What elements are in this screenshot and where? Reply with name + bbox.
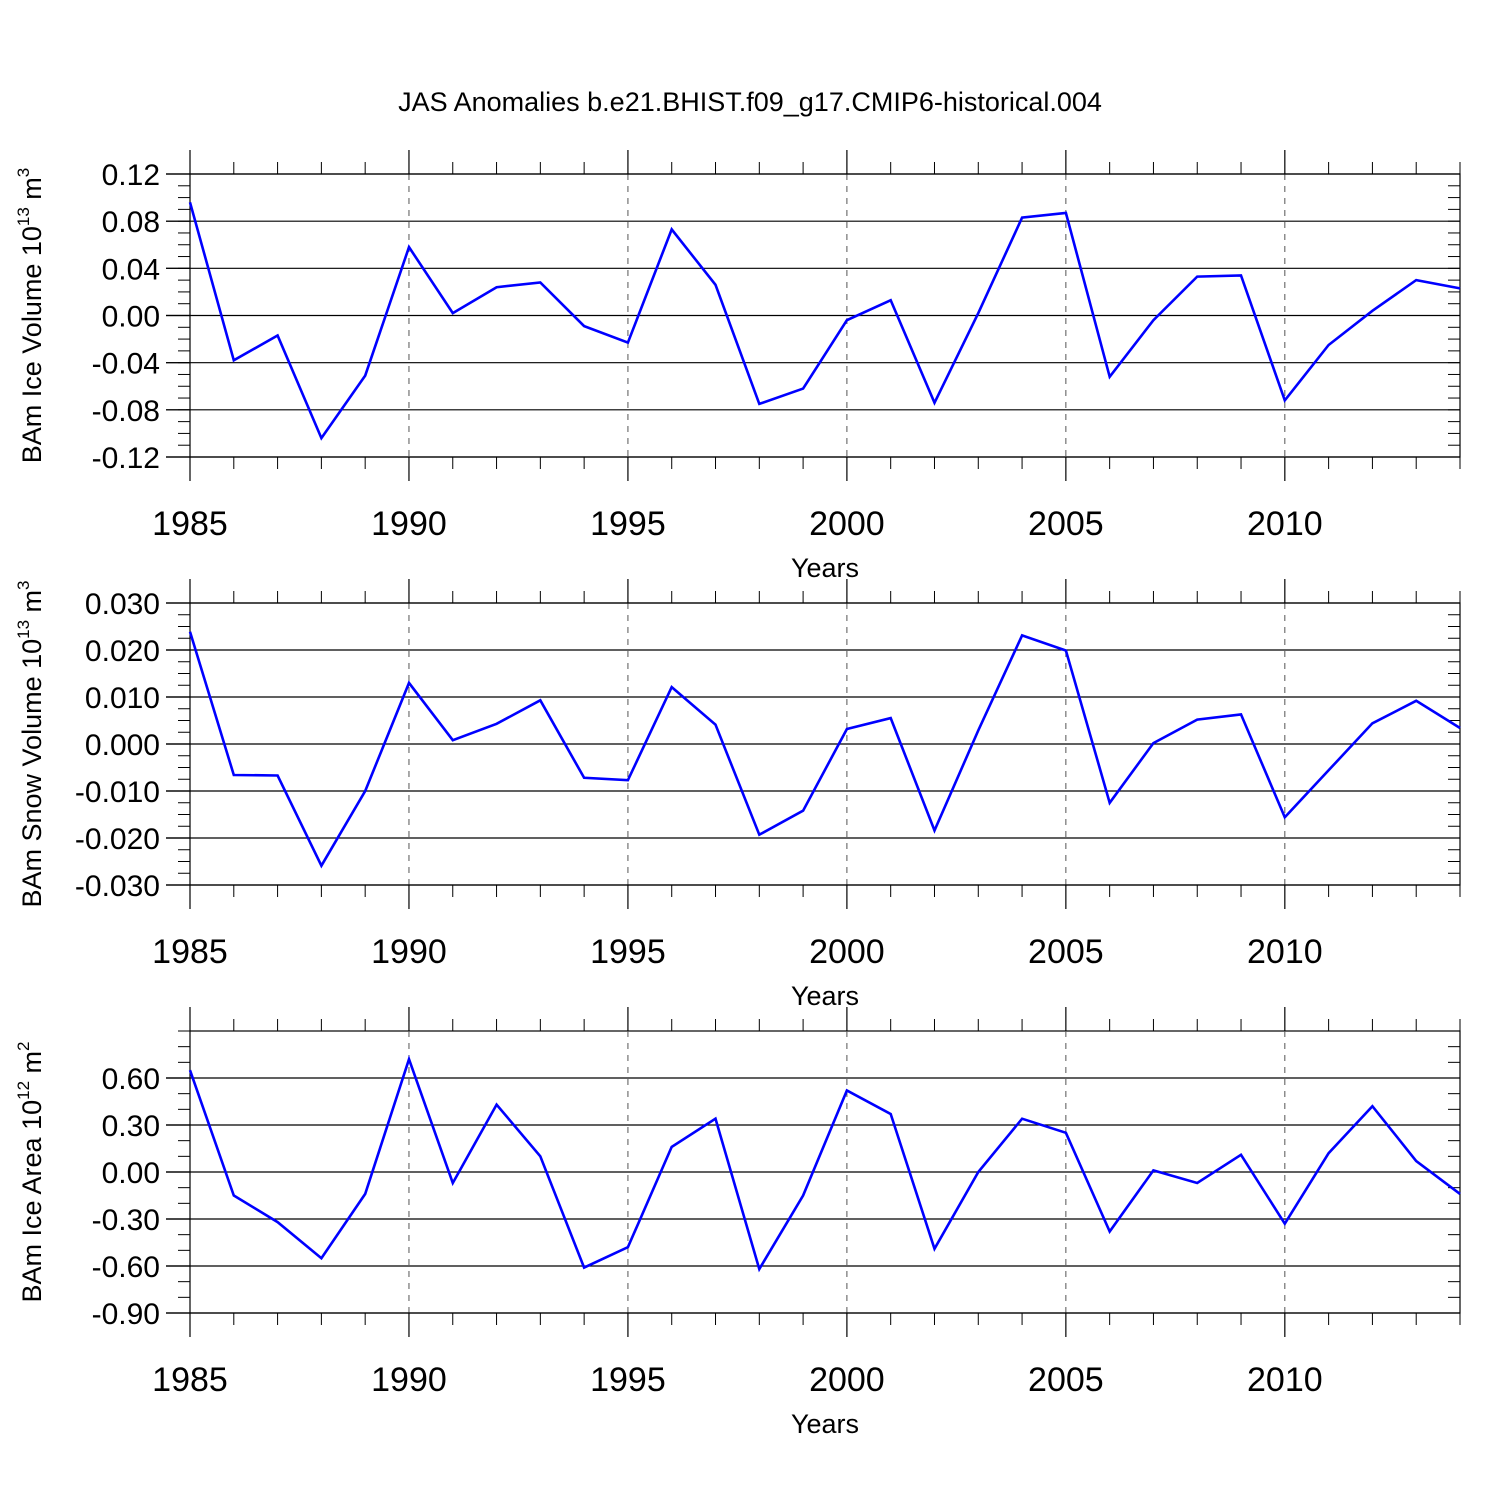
- y-axis-label: BAm Ice Volume 1013 m3: [14, 168, 47, 464]
- y-tick-label: 0.020: [85, 635, 160, 668]
- y-tick-label: -0.04: [92, 348, 160, 381]
- x-tick-label: 2000: [809, 933, 885, 971]
- x-tick-label: 1990: [371, 933, 447, 971]
- x-tick-label: 1990: [371, 505, 447, 543]
- x-tick-label: 2010: [1247, 1361, 1323, 1399]
- x-tick-label: 1985: [152, 933, 228, 971]
- y-tick-label: 0.000: [85, 729, 160, 762]
- y-tick-label: -0.30: [92, 1204, 160, 1237]
- y-tick-label: 0.030: [85, 588, 160, 621]
- y-tick-label: 0.60: [102, 1063, 160, 1096]
- x-tick-label: 1985: [152, 1361, 228, 1399]
- x-tick-label: 1995: [590, 505, 666, 543]
- y-tick-label: -0.08: [92, 395, 160, 428]
- y-tick-label: 0.12: [102, 159, 160, 192]
- x-tick-label: 1995: [590, 933, 666, 971]
- y-tick-label: -0.12: [92, 442, 160, 475]
- series-line: [188, 201, 1461, 441]
- x-tick-label: 2010: [1247, 933, 1323, 971]
- y-tick-label: -0.60: [92, 1251, 160, 1284]
- y-tick-label: 0.00: [102, 301, 160, 334]
- y-tick-label: -0.010: [75, 776, 160, 809]
- x-tick-label: 2005: [1028, 505, 1104, 543]
- panel-3: 1985 1990 1995 2000 2005 2010 Years 0.60 0.30 0.0…: [14, 1007, 1461, 1439]
- x-tick-label: 2000: [809, 505, 885, 543]
- x-tick-label: 2005: [1028, 1361, 1104, 1399]
- y-tick-label: 0.08: [102, 206, 160, 239]
- y-tick-label: 0.04: [102, 253, 160, 286]
- y-tick-label: -0.90: [92, 1298, 160, 1331]
- x-axis-label: Years: [791, 553, 859, 583]
- y-tick-label: 0.00: [102, 1157, 160, 1190]
- x-tick-label: 2005: [1028, 933, 1104, 971]
- x-tick-label: 1995: [590, 1361, 666, 1399]
- y-tick-label: -0.030: [75, 870, 160, 903]
- series-line: [188, 631, 1461, 869]
- panel-1: 1985 1990 1995 2000 2005 2010 Years 0.12 0.08 0.0…: [14, 150, 1461, 583]
- y-axis-label: BAm Snow Volume 1013 m3: [14, 580, 47, 907]
- x-tick-label: 1985: [152, 505, 228, 543]
- y-tick-label: -0.020: [75, 823, 160, 856]
- y-tick-label: 0.30: [102, 1110, 160, 1143]
- y-axis-label: BAm Ice Area 1012 m2: [14, 1042, 47, 1303]
- y-tick-label: 0.010: [85, 682, 160, 715]
- x-tick-label: 2010: [1247, 505, 1323, 543]
- x-axis-label: Years: [791, 981, 859, 1011]
- x-tick-label: 1990: [371, 1361, 447, 1399]
- x-tick-label: 2000: [809, 1361, 885, 1399]
- series-line: [188, 1055, 1461, 1273]
- panels: 1985 1990 1995 2000 2005 2010 Years 0.12 0.08 0.0…: [14, 150, 1461, 1439]
- x-axis-label: Years: [791, 1409, 859, 1439]
- figure-title: JAS Anomalies b.e21.BHIST.f09_g17.CMIP6-…: [398, 87, 1102, 117]
- panel-2: 1985 1990 1995 2000 2005 2010 Years 0.030 0.020 0…: [14, 579, 1461, 1011]
